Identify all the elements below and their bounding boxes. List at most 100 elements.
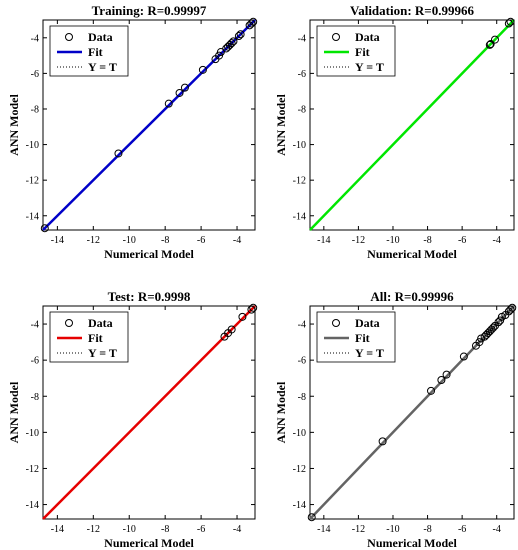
data-point bbox=[216, 48, 225, 57]
x-tick-label: -8 bbox=[423, 235, 431, 246]
data-point bbox=[459, 352, 468, 361]
y-tick-label: -6 bbox=[31, 69, 39, 80]
y-axis-label: ANN Model bbox=[7, 94, 21, 156]
y-tick-label: -14 bbox=[26, 500, 39, 511]
x-tick-label: -14 bbox=[51, 235, 64, 246]
y-axis-label: ANN Model bbox=[7, 381, 21, 443]
legend-entry: Y = T bbox=[355, 346, 384, 360]
legend-entry: Data bbox=[355, 30, 380, 44]
y-tick-label: -6 bbox=[298, 356, 306, 367]
y-tick-label: -8 bbox=[31, 392, 39, 403]
x-axis-label: Numerical Model bbox=[367, 247, 457, 261]
y-tick-label: -4 bbox=[298, 33, 306, 44]
legend-data-marker bbox=[65, 33, 73, 41]
y-tick-label: -10 bbox=[293, 428, 306, 439]
data-point bbox=[198, 65, 207, 74]
x-tick-label: -14 bbox=[317, 235, 330, 246]
data-point bbox=[234, 32, 243, 41]
x-tick-label: -4 bbox=[233, 524, 241, 535]
x-tick-label: -6 bbox=[458, 235, 466, 246]
data-point bbox=[40, 224, 49, 233]
data-point bbox=[247, 19, 256, 28]
legend-data-marker bbox=[65, 319, 73, 327]
legend-entry: Data bbox=[88, 30, 113, 44]
x-axis-label: Numerical Model bbox=[367, 536, 457, 550]
y-tick-label: -4 bbox=[31, 33, 39, 44]
data-point bbox=[475, 338, 484, 347]
y-tick-label: -14 bbox=[293, 500, 306, 511]
x-tick-label: -10 bbox=[386, 524, 399, 535]
y-tick-label: -8 bbox=[298, 392, 306, 403]
x-tick-label: -6 bbox=[197, 524, 205, 535]
x-tick-label: -14 bbox=[51, 524, 64, 535]
legend-entry: Data bbox=[355, 316, 380, 330]
x-tick-label: -12 bbox=[352, 235, 365, 246]
x-tick-label: -10 bbox=[386, 235, 399, 246]
x-tick-label: -10 bbox=[123, 235, 136, 246]
x-tick-label: -6 bbox=[197, 235, 205, 246]
data-point bbox=[249, 17, 258, 26]
x-tick-label: -8 bbox=[161, 235, 169, 246]
y-axis-label: ANN Model bbox=[274, 94, 288, 156]
data-point bbox=[227, 325, 236, 334]
x-axis-label: Numerical Model bbox=[104, 536, 194, 550]
data-point bbox=[485, 40, 494, 49]
y-tick-label: -10 bbox=[26, 140, 39, 151]
data-point bbox=[229, 37, 238, 46]
x-tick-label: -12 bbox=[87, 524, 100, 535]
x-tick-label: -8 bbox=[161, 524, 169, 535]
legend-entry: Fit bbox=[88, 331, 103, 345]
x-tick-label: -14 bbox=[317, 524, 330, 535]
chart-title: Training: R=0.99997 bbox=[92, 3, 207, 18]
data-point bbox=[114, 149, 123, 158]
chart-title: All: R=0.99996 bbox=[370, 289, 454, 304]
legend-entry: Y = T bbox=[88, 60, 117, 74]
data-point bbox=[307, 513, 316, 522]
data-point bbox=[504, 19, 513, 28]
data-point bbox=[164, 99, 173, 108]
data-point bbox=[238, 312, 247, 321]
x-tick-label: -6 bbox=[458, 524, 466, 535]
data-point bbox=[378, 437, 387, 446]
data-point bbox=[175, 88, 184, 97]
x-tick-label: -4 bbox=[233, 235, 241, 246]
legend-data-marker bbox=[332, 319, 340, 327]
data-point bbox=[236, 30, 245, 39]
y-tick-label: -6 bbox=[31, 356, 39, 367]
y-tick-label: -12 bbox=[293, 464, 306, 475]
y-tick-label: -12 bbox=[26, 176, 39, 187]
legend-entry: Fit bbox=[355, 331, 370, 345]
data-point bbox=[489, 323, 498, 332]
legend-entry: Y = T bbox=[88, 346, 117, 360]
data-point bbox=[227, 39, 236, 48]
data-point bbox=[180, 83, 189, 92]
x-tick-label: -8 bbox=[423, 524, 431, 535]
data-point bbox=[442, 370, 451, 379]
data-point bbox=[506, 305, 515, 314]
chart-title: Validation: R=0.99966 bbox=[350, 3, 474, 18]
y-tick-label: -4 bbox=[298, 320, 306, 331]
legend-entry: Data bbox=[88, 316, 113, 330]
data-point bbox=[247, 305, 256, 314]
y-tick-label: -4 bbox=[31, 320, 39, 331]
data-point bbox=[496, 316, 505, 325]
data-point bbox=[427, 386, 436, 395]
data-point bbox=[249, 303, 258, 312]
y-tick-label: -8 bbox=[298, 104, 306, 115]
data-point bbox=[506, 17, 515, 26]
data-point bbox=[508, 303, 517, 312]
data-point bbox=[437, 376, 446, 385]
data-point bbox=[490, 35, 499, 44]
y-tick-label: -14 bbox=[26, 211, 39, 222]
y-tick-label: -10 bbox=[293, 140, 306, 151]
legend-entry: Fit bbox=[355, 45, 370, 59]
x-tick-label: -4 bbox=[493, 524, 501, 535]
